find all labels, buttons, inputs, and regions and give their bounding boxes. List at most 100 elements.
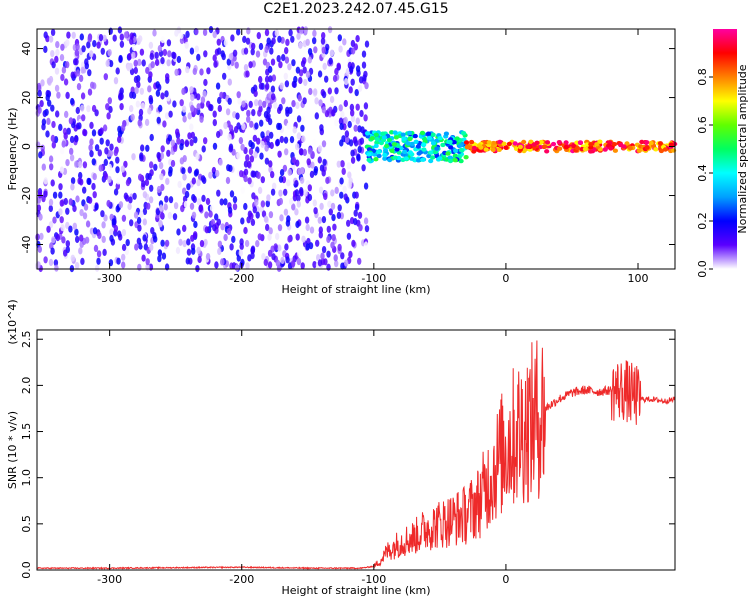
spectrogram-cell: [279, 82, 284, 90]
spectrogram-cell: [121, 229, 127, 237]
spectrogram-cell: [142, 191, 148, 199]
spectrogram-cell: [142, 218, 147, 226]
spectrogram-cell: [148, 41, 154, 49]
spectrogram-cell: [182, 240, 187, 248]
y-tick-label: -40: [20, 236, 33, 254]
spectrogram-cell: [181, 167, 186, 175]
spectrogram-cell: [258, 82, 264, 90]
spectrogram-cell: [50, 179, 55, 187]
spectrogram-cell: [261, 253, 266, 261]
spectrogram-cell: [427, 135, 433, 141]
y-tick-label: 40: [20, 42, 33, 56]
spectrogram-cell: [170, 159, 176, 168]
spectrogram-cell: [344, 78, 349, 86]
spectrogram-cell: [102, 248, 107, 256]
spectrogram-cell: [82, 212, 88, 220]
spectrogram-cell: [196, 53, 201, 62]
spectrogram-cell: [330, 241, 335, 249]
spectrogram-cell: [191, 247, 196, 255]
spectrogram-cell: [202, 28, 208, 36]
spectrogram-cell: [363, 241, 369, 249]
spectrogram-cell: [145, 144, 150, 152]
snr-x-label: Height of straight line (km): [281, 584, 430, 597]
spectrogram-cell: [84, 236, 90, 244]
spectrogram-cell: [373, 143, 379, 149]
spectrogram-cell: [54, 67, 60, 75]
spectrogram-cell: [321, 106, 327, 114]
spectrogram-cell: [152, 232, 157, 240]
spectrogram-cell: [189, 47, 195, 55]
spectrogram-cell: [381, 135, 387, 140]
spectrogram-cell: [166, 149, 171, 157]
spectrogram-cell: [55, 48, 60, 57]
spectrogram-cell: [302, 97, 307, 105]
spectrogram-cell: [93, 244, 99, 252]
spectrogram-cell: [137, 224, 142, 232]
spectrogram-cell: [401, 136, 407, 141]
spectrogram-cell: [512, 141, 518, 146]
spectrogram-cell: [252, 134, 258, 142]
spectrogram-cell: [98, 164, 104, 172]
spectrogram-cell: [55, 41, 60, 49]
spectrogram-cell: [318, 186, 324, 194]
spectrogram-cell: [328, 57, 333, 65]
spectrogram-cell: [72, 204, 77, 213]
spectrogram-cell: [66, 31, 71, 39]
y-tick-label: -20: [20, 187, 33, 205]
spectrogram-cell: [236, 91, 241, 99]
spectrogram-cell: [45, 94, 50, 102]
spectrogram-cell: [287, 63, 292, 71]
spectrogram-cell: [503, 145, 509, 150]
spectrogram-cell: [299, 27, 304, 35]
spectrogram-cell: [250, 170, 255, 178]
spectrogram-cell: [209, 204, 215, 212]
spectrogram-cells: [35, 26, 678, 273]
spectrogram-cell: [63, 132, 68, 140]
spectrogram-cell: [97, 231, 102, 240]
spectrogram-cell: [407, 136, 413, 142]
spectrogram-cell: [298, 76, 303, 85]
spectrogram-cell: [164, 195, 169, 203]
spectrogram-cell: [196, 246, 201, 254]
spectrogram-cell: [461, 131, 467, 136]
spectrogram-cell: [145, 258, 150, 266]
spectrogram-cell: [205, 253, 211, 261]
spectrogram-cell: [68, 117, 74, 125]
colorbar-ticks: 0.0 0.2 0.4 0.6 0.8: [696, 68, 713, 278]
spectrogram-cell: [149, 243, 154, 251]
spectrogram-cell: [137, 263, 142, 271]
spectrogram-cell: [166, 39, 172, 47]
spectrogram-cell: [304, 216, 310, 224]
spectrogram-cell: [246, 115, 251, 123]
spectrogram-cell: [92, 173, 97, 181]
spectrogram-cell: [268, 65, 273, 74]
spectrogram-cell: [297, 250, 302, 258]
spectrogram-cell: [303, 78, 308, 87]
spectrogram-cell: [219, 91, 224, 99]
spectrogram-cell: [79, 209, 84, 217]
spectrogram-cell: [299, 176, 305, 184]
spectrogram-cell: [96, 250, 102, 258]
spectrogram-cell: [227, 97, 232, 105]
spectrogram-cell: [272, 182, 277, 190]
spectrogram-region-2: [463, 139, 678, 154]
spectrogram-cell: [257, 186, 263, 194]
spectrogram-cell: [361, 50, 367, 58]
spectrogram-cell: [295, 220, 300, 229]
spectrogram-cell: [308, 87, 313, 96]
spectrogram-cell: [148, 196, 154, 204]
spectrogram-cell: [373, 132, 379, 137]
spectrogram-cell: [99, 127, 104, 135]
spectrogram-cell: [149, 52, 154, 61]
spectrogram-cell: [133, 59, 138, 67]
spectrogram-cell: [296, 200, 301, 208]
spectrogram-cell: [149, 161, 154, 169]
spectrogram-cell: [295, 101, 300, 109]
spectrogram-cell: [176, 55, 182, 64]
spectrogram-cell: [278, 197, 283, 205]
spectrogram-cell: [196, 103, 201, 111]
spectrogram-cell: [65, 61, 70, 69]
spectrogram-cell: [557, 146, 563, 151]
spectrogram-cell: [113, 224, 119, 233]
